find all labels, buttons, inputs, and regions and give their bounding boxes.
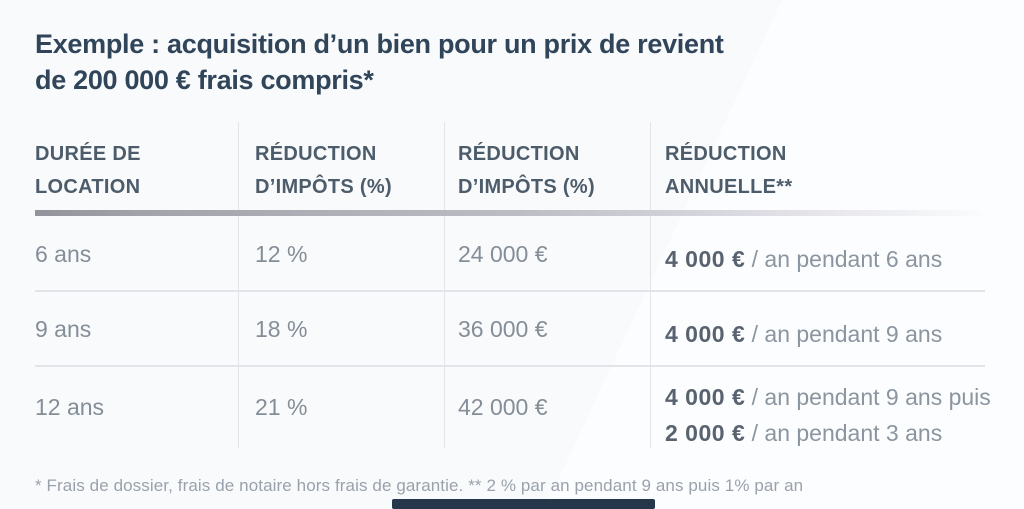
page-title-line-2: de 200 000 € frais compris* xyxy=(35,65,374,95)
column-header-line: RÉDUCTION xyxy=(255,143,377,165)
annual-reduction-line: 2 000 € / an pendant 3 ans xyxy=(665,415,991,451)
column-divider-3 xyxy=(650,122,651,448)
table-cell-reduction-pct: 12 % xyxy=(255,241,308,267)
column-divider-1 xyxy=(238,122,239,448)
table-cell-reduction-pct: 21 % xyxy=(255,394,308,420)
column-header-line: RÉDUCTION xyxy=(665,143,787,165)
column-header-reduction-impots-pct: RÉDUCTION D’IMPÔTS (%) xyxy=(255,138,392,204)
annual-amount: 4 000 € xyxy=(665,384,746,410)
column-header-line: RÉDUCTION xyxy=(458,143,580,165)
table-cell-annual-reduction: 4 000 € / an pendant 6 ans xyxy=(665,241,942,277)
annual-amount: 2 000 € xyxy=(665,420,746,446)
header-underline-rule xyxy=(35,210,992,216)
annual-reduction-line: 4 000 € / an pendant 9 ans puis xyxy=(665,379,991,415)
annual-suffix: / an pendant 9 ans puis xyxy=(745,384,991,410)
table-cell-reduction-total: 36 000 € xyxy=(458,316,548,342)
column-header-line: D’IMPÔTS (%) xyxy=(255,176,392,198)
column-divider-2 xyxy=(444,122,445,448)
table-cell-duration: 9 ans xyxy=(35,316,92,342)
annual-reduction-line: 4 000 € / an pendant 9 ans xyxy=(665,316,942,352)
column-header-line: DURÉE DE xyxy=(35,143,141,165)
annual-suffix: / an pendant 9 ans xyxy=(745,321,943,347)
page-title: Exemple : acquisition d’un bien pour un … xyxy=(35,26,724,98)
column-header-reduction-annuelle: RÉDUCTION ANNUELLE** xyxy=(665,138,792,204)
annual-suffix: / an pendant 6 ans xyxy=(745,246,943,272)
column-header-duree-de-location: DURÉE DE LOCATION xyxy=(35,138,141,204)
row-separator-1 xyxy=(35,290,985,292)
scrollbar-thumb[interactable] xyxy=(392,499,655,509)
column-header-reduction-impots-total: RÉDUCTION D’IMPÔTS (%) xyxy=(458,138,595,204)
column-header-line: D’IMPÔTS (%) xyxy=(458,176,595,198)
column-header-line: LOCATION xyxy=(35,176,141,198)
table-cell-reduction-total: 24 000 € xyxy=(458,241,548,267)
footnote: * Frais de dossier, frais de notaire hor… xyxy=(35,476,804,495)
annual-amount: 4 000 € xyxy=(665,321,746,347)
table-cell-duration: 12 ans xyxy=(35,394,105,420)
annual-suffix: / an pendant 3 ans xyxy=(745,420,943,446)
column-header-line: ANNUELLE** xyxy=(665,176,793,198)
annual-amount: 4 000 € xyxy=(665,246,746,272)
table-cell-annual-reduction: 4 000 € / an pendant 9 ans xyxy=(665,316,942,352)
page-title-line-1: Exemple : acquisition d’un bien pour un … xyxy=(35,29,724,59)
table-cell-duration: 6 ans xyxy=(35,241,92,267)
table-cell-reduction-total: 42 000 € xyxy=(458,394,548,420)
annual-reduction-line: 4 000 € / an pendant 6 ans xyxy=(665,241,942,277)
table-cell-annual-reduction: 4 000 € / an pendant 9 ans puis 2 000 € … xyxy=(665,379,991,451)
table-cell-reduction-pct: 18 % xyxy=(255,316,308,342)
row-separator-2 xyxy=(35,365,985,367)
